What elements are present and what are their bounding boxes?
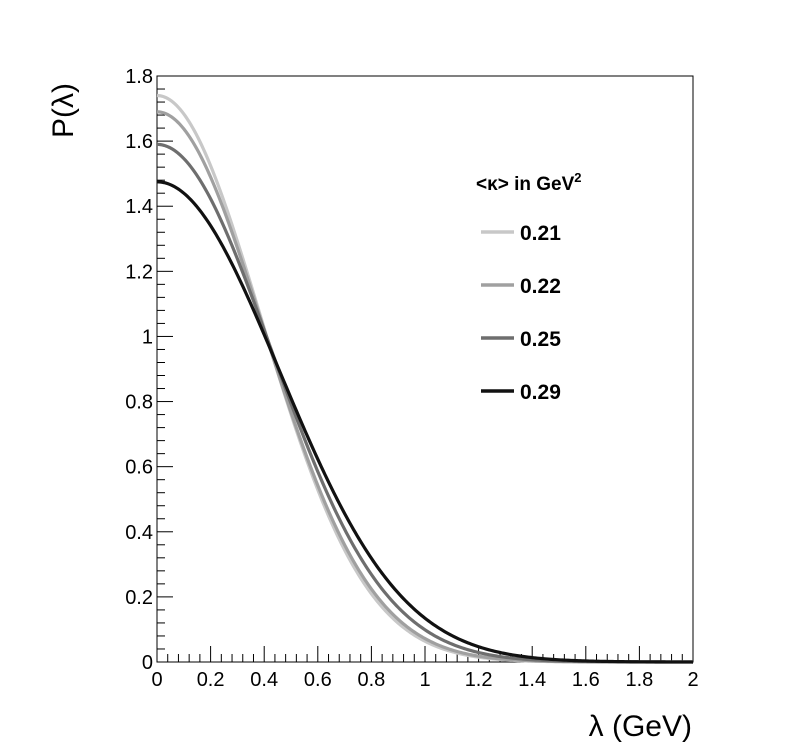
legend-label-0.25: 0.25 bbox=[520, 328, 561, 351]
y-tick-label: 0 bbox=[142, 652, 153, 674]
legend-title-superscript: 2 bbox=[574, 170, 581, 185]
x-tick-label: 1 bbox=[419, 669, 430, 691]
x-tick-label: 1.8 bbox=[625, 669, 653, 691]
plot-frame bbox=[156, 75, 694, 663]
x-tick-labels: 0 0.2 0.4 0.6 0.8 1 1.2 1.4 1.6 1.8 2 bbox=[151, 669, 698, 691]
legend-label-0.29: 0.29 bbox=[520, 381, 561, 404]
x-axis-title: λ (GeV) bbox=[589, 710, 692, 743]
x-tick-label: 0.2 bbox=[197, 669, 225, 691]
x-tick-label: 2 bbox=[687, 669, 698, 691]
y-tick-label: 1.8 bbox=[125, 66, 153, 88]
x-tick-label: 0 bbox=[151, 669, 162, 691]
y-tick-label: 0.6 bbox=[125, 457, 153, 479]
y-tick-label: 0.8 bbox=[125, 392, 153, 414]
y-tick-labels: 0 0.2 0.4 0.6 0.8 1 1.2 1.4 1.6 1.8 bbox=[125, 66, 153, 674]
legend-title-main: <κ> in GeV bbox=[476, 174, 575, 195]
y-tick-label: 1.2 bbox=[125, 261, 153, 283]
x-tick-label: 1.2 bbox=[465, 669, 493, 691]
series-line-0.29 bbox=[156, 180, 694, 664]
legend-title: <κ> in GeV2 bbox=[476, 170, 581, 195]
legend-label-0.21: 0.21 bbox=[520, 222, 561, 245]
x-tick-label: 1.6 bbox=[572, 669, 600, 691]
legend-label-0.22: 0.22 bbox=[520, 275, 561, 298]
y-tick-label: 1.4 bbox=[125, 196, 153, 218]
y-axis-title: P(λ) bbox=[47, 83, 80, 138]
x-tick-label: 1.4 bbox=[518, 669, 546, 691]
x-tick-label: 0.8 bbox=[357, 669, 385, 691]
y-tick-label: 0.4 bbox=[125, 522, 153, 544]
legend: 0.21 0.22 0.25 0.29 bbox=[481, 222, 561, 404]
curves bbox=[156, 93, 694, 664]
axis-ticks bbox=[156, 75, 694, 663]
series-line-0.21 bbox=[156, 93, 693, 664]
series-line-0.22 bbox=[156, 110, 693, 664]
y-tick-label: 1 bbox=[142, 326, 153, 348]
x-tick-label: 0.4 bbox=[250, 669, 278, 691]
x-tick-label: 0.6 bbox=[304, 669, 332, 691]
y-tick-label: 1.6 bbox=[125, 131, 153, 153]
y-tick-label: 0.2 bbox=[125, 587, 153, 609]
series-line-0.25 bbox=[156, 142, 693, 664]
